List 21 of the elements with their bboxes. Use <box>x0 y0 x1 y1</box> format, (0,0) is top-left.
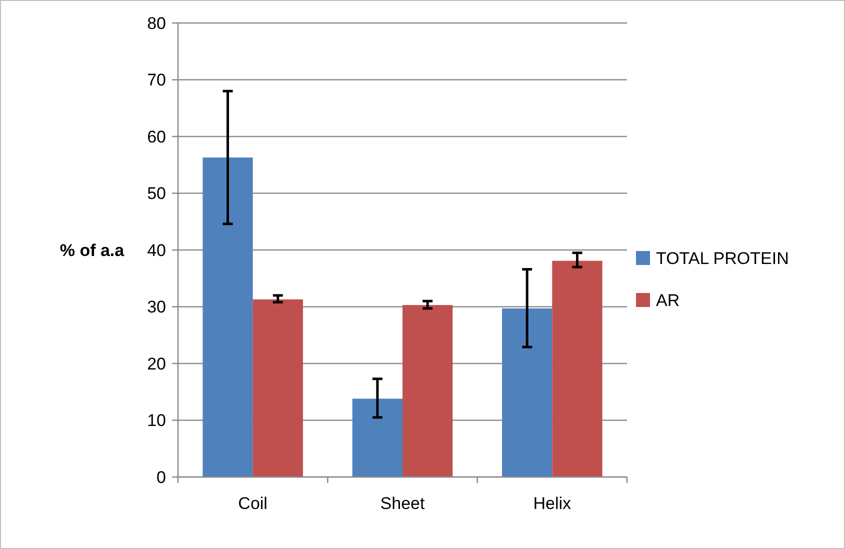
bar <box>202 157 253 477</box>
bar <box>552 260 602 477</box>
bar <box>252 299 303 477</box>
bar <box>402 305 453 477</box>
x-tick-label: Helix <box>533 494 572 513</box>
y-tick-label: 40 <box>147 240 166 260</box>
y-tick-label: 50 <box>147 184 166 204</box>
x-tick-label: Sheet <box>380 494 425 513</box>
y-tick-label: 20 <box>147 354 166 374</box>
y-tick-label: 70 <box>147 70 166 90</box>
y-axis-title: % of a.a <box>60 240 125 260</box>
legend-label: TOTAL PROTEIN <box>656 248 789 268</box>
y-tick-label: 60 <box>147 127 166 146</box>
y-tick-label: 10 <box>147 411 166 430</box>
y-tick-label: 30 <box>147 298 166 317</box>
bar <box>352 398 402 477</box>
legend-label: AR <box>656 290 680 310</box>
bar <box>502 308 552 477</box>
y-tick-label: 0 <box>156 468 166 487</box>
y-tick-label: 80 <box>147 14 166 33</box>
x-tick-label: Coil <box>238 494 268 513</box>
